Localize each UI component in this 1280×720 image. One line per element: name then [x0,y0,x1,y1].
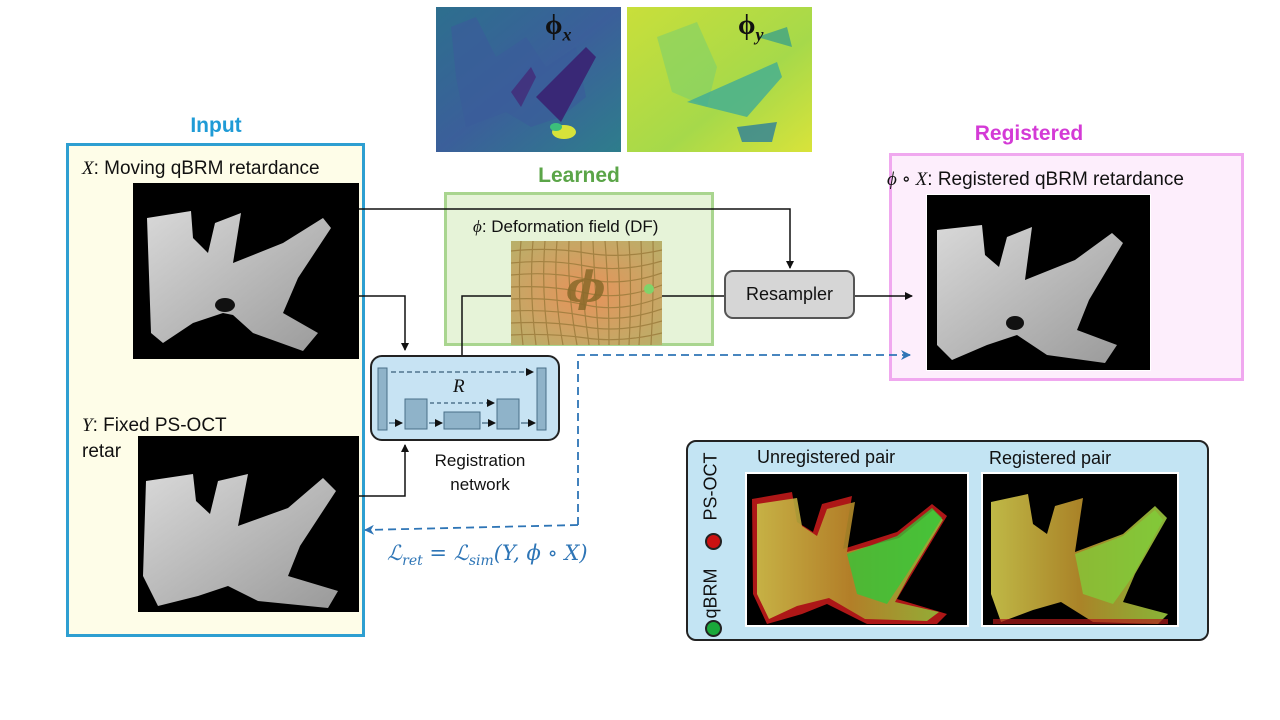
registered-image [926,194,1151,371]
df-label: ϕ: Deformation field (DF) [473,217,659,236]
loss-equation: ℒret = ℒsim(Y, ϕ ∘ X) [387,541,588,570]
unregistered-label: Unregistered pair [757,447,896,467]
phi-x-map [436,7,621,152]
moving-to-resampler-line [359,208,794,269]
skip-symbol: R [453,376,465,397]
fixed-to-network-line [359,444,409,497]
resampler-box: Resampler [724,270,855,319]
network-label: Registration network [434,451,526,494]
legend-red-dot [705,533,722,550]
registered-title: Registered [974,122,1084,145]
deformation-field-image [510,240,663,346]
learned-title: Learned [538,164,620,187]
registered-pair-image [981,472,1179,627]
loss-dashed-left [364,524,579,535]
moving-label: X: Moving qBRM retardance [82,158,320,179]
registered-label: ϕ ∘ X: Registered qBRM retardance [887,169,1184,190]
registered-pair-label: Registered pair [989,448,1112,468]
phi-y-label: ϕy [738,10,764,45]
phi-symbol: ϕ [566,262,606,311]
legend-green-dot [705,620,722,637]
resampler-label: Resampler [745,284,834,304]
phi-y-map [627,7,812,152]
moving-image [133,183,359,359]
loss-dashed-right [577,350,911,525]
network-to-df-line [461,295,511,355]
fixed-label: Y: Fixed PS-OCT retar [82,415,227,462]
unet-diagram [377,367,547,431]
legend: PS-OCT qBRM [693,446,733,641]
phi-x-label: ϕx [545,10,572,45]
input-title: Input [190,114,242,137]
moving-to-network-line [359,295,409,351]
unregistered-pair-image [745,472,969,627]
fixed-image [138,436,359,612]
